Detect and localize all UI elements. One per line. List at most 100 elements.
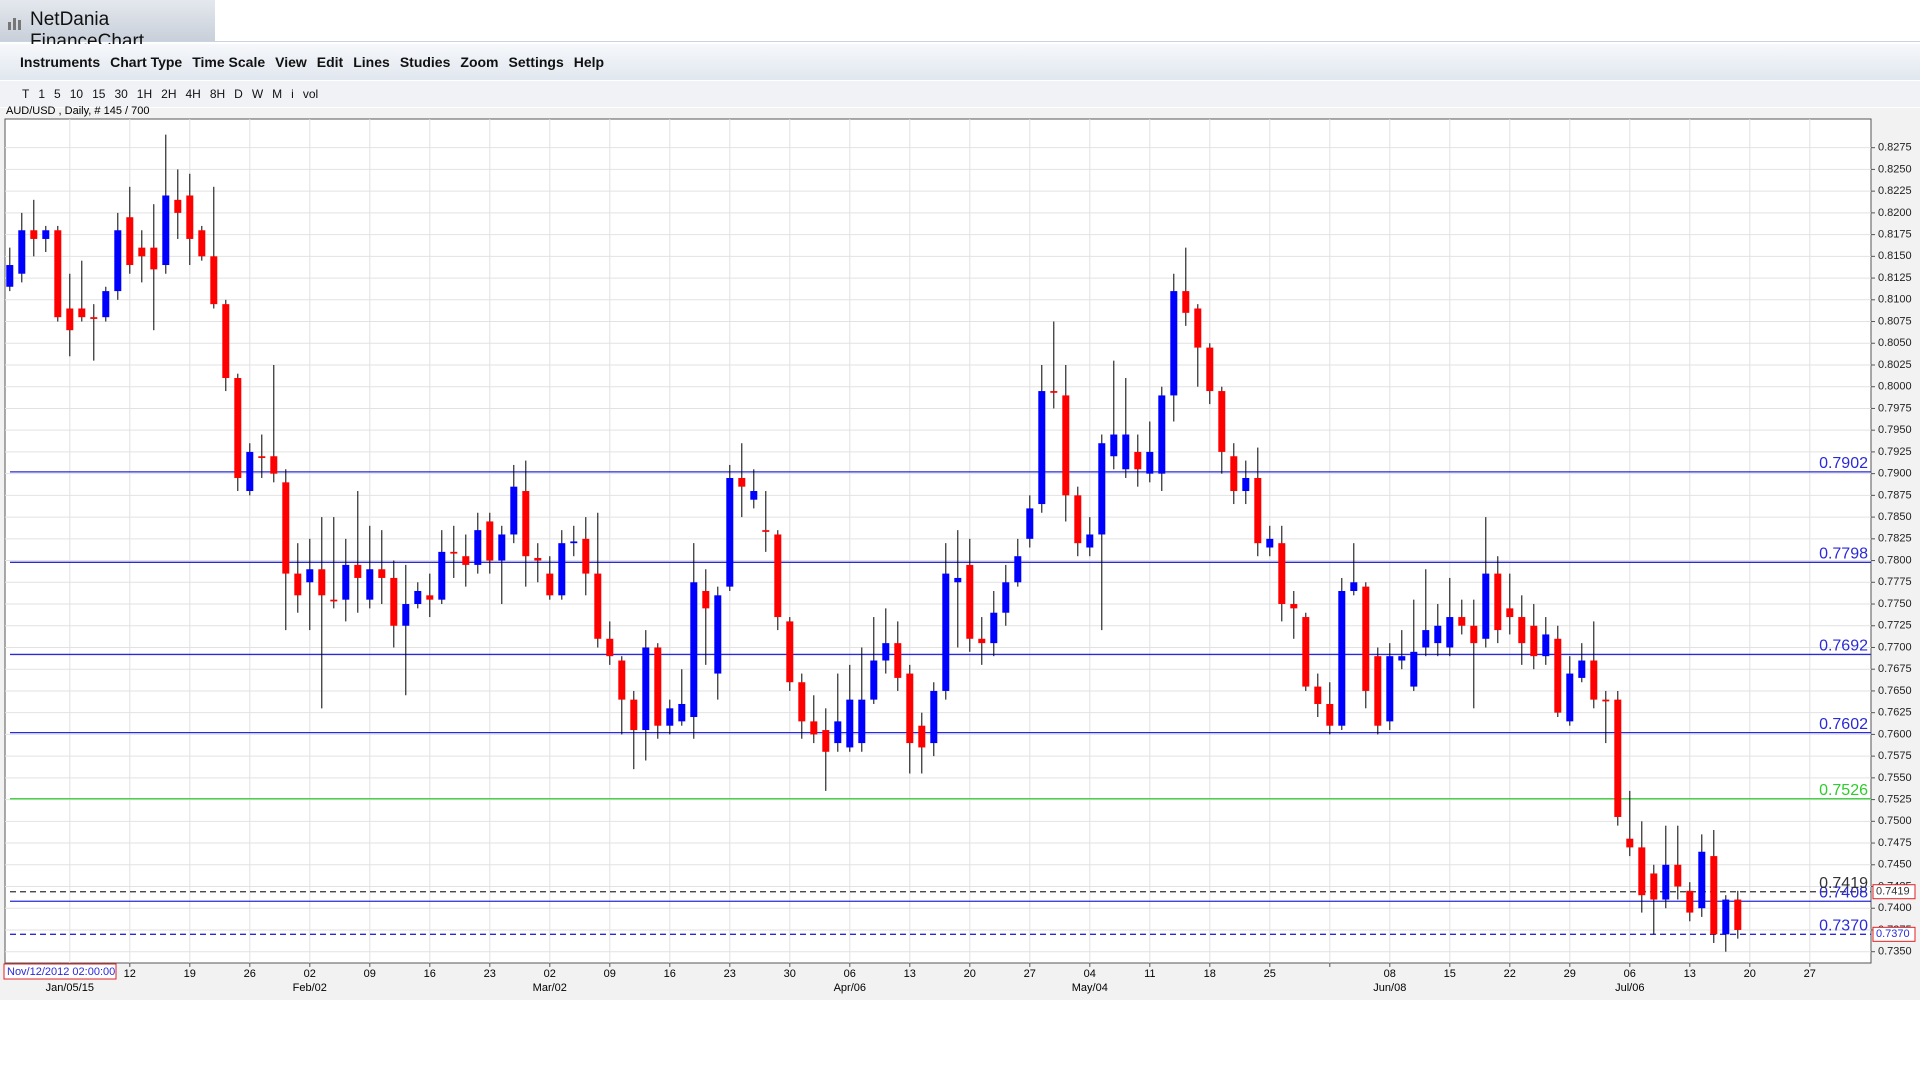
candle-body [1218, 391, 1226, 452]
y-tick-label: 0.7750 [1878, 598, 1912, 610]
x-tick-label: 23 [484, 968, 496, 980]
candle-body [306, 569, 314, 583]
menu-item[interactable]: Help [573, 54, 605, 70]
candle-body [1578, 660, 1586, 678]
menu-item[interactable]: Chart Type [110, 54, 183, 70]
candle-body [690, 582, 698, 718]
candle-body [294, 573, 302, 596]
y-tick-label: 0.7500 [1878, 815, 1912, 827]
candle-body [1350, 582, 1358, 591]
month-label: May/04 [1072, 982, 1108, 994]
candle-body [270, 456, 278, 474]
candle-body [426, 595, 434, 600]
x-tick-label: 16 [424, 968, 436, 980]
candle-body [498, 534, 506, 561]
candle-body [678, 703, 686, 722]
candle-body [90, 317, 98, 319]
toolbar-button[interactable]: M [272, 87, 283, 101]
y-tick-label: 0.8175 [1878, 229, 1912, 241]
candle-body [1122, 434, 1130, 470]
menu-item[interactable]: View [275, 54, 307, 70]
axis-price-box [1872, 884, 1916, 900]
menu-item[interactable]: Settings [508, 54, 564, 70]
toolbar-button[interactable]: 30 [114, 87, 128, 101]
x-tick-label: 08 [1384, 968, 1396, 980]
candle-body [1698, 851, 1706, 909]
candle-body [1434, 625, 1442, 644]
x-tick-label: 19 [184, 968, 196, 980]
y-tick-label: 0.7450 [1878, 859, 1912, 871]
candle-body [450, 551, 458, 554]
menu-item[interactable]: Lines [353, 54, 390, 70]
toolbar-button[interactable]: D [234, 87, 243, 101]
candle-body [390, 577, 398, 626]
candle-body [654, 647, 662, 726]
candle-body [1170, 291, 1178, 396]
y-tick-label: 0.7550 [1878, 772, 1912, 784]
toolbar-button[interactable]: T [22, 87, 30, 101]
menu-item[interactable]: Instruments [20, 54, 101, 70]
candle-body [606, 638, 614, 657]
candle-body [1566, 673, 1574, 722]
x-tick-label: 06 [1624, 968, 1636, 980]
candle-body [522, 491, 530, 557]
candle-body [1314, 686, 1322, 704]
month-label: Feb/02 [293, 982, 327, 994]
month-label: Apr/06 [834, 982, 866, 994]
toolbar-button[interactable]: 5 [54, 87, 61, 101]
menu-item[interactable]: Time Scale [192, 54, 266, 70]
plot-area [4, 118, 1872, 964]
y-tick-label: 0.7625 [1878, 707, 1912, 719]
y-tick-label: 0.8200 [1878, 207, 1912, 219]
x-tick-label: 02 [544, 968, 556, 980]
candle-body [1602, 699, 1610, 702]
toolbar-button[interactable]: W [251, 87, 264, 101]
toolbar-button[interactable]: vol [302, 87, 319, 101]
toolbar-button[interactable]: 4H [185, 87, 201, 101]
y-tick-label: 0.7600 [1878, 728, 1912, 740]
candle-body [1650, 873, 1658, 900]
y-tick-label: 0.8050 [1878, 337, 1912, 349]
y-tick-label: 0.8075 [1878, 315, 1912, 327]
candle-body [1038, 391, 1046, 505]
y-tick-label: 0.7775 [1878, 576, 1912, 588]
menu-item[interactable]: Edit [316, 54, 344, 70]
x-tick-label: 13 [904, 968, 916, 980]
candle-body [102, 291, 110, 318]
candle-body [366, 569, 374, 600]
candle-body [666, 708, 674, 726]
candle-body [1638, 847, 1646, 896]
candle-body [810, 721, 818, 735]
x-tick-label: 25 [1264, 968, 1276, 980]
menu-item[interactable]: Zoom [460, 54, 499, 70]
toolbar-button[interactable]: 1 [38, 87, 46, 101]
candle-body [834, 721, 842, 744]
candle-body [462, 556, 470, 565]
candle-body [738, 477, 746, 487]
toolbar-button[interactable]: 10 [69, 87, 84, 101]
toolbar-button[interactable]: 2H [161, 87, 177, 101]
y-tick-label: 0.7850 [1878, 511, 1912, 523]
toolbar-button[interactable]: i [291, 87, 294, 101]
y-tick-label: 0.7875 [1878, 489, 1912, 501]
price-level-label: 0.7419 [1819, 875, 1868, 892]
y-tick-label: 0.7675 [1878, 663, 1912, 675]
candle-body [1674, 864, 1682, 887]
y-tick-label: 0.7375 [1878, 924, 1912, 936]
y-tick-label: 0.7425 [1878, 880, 1912, 892]
candle-body [1722, 899, 1730, 935]
candle-body [438, 551, 446, 600]
candle-body [210, 256, 218, 305]
price-level-label: 0.7602 [1819, 716, 1868, 733]
candle-body [246, 451, 254, 492]
toolbar-button[interactable]: 8H [209, 87, 226, 101]
candle-body [822, 730, 830, 752]
menu-item[interactable]: Studies [399, 54, 451, 70]
candle-body [1482, 573, 1490, 639]
window-tab[interactable]: NetDania FinanceChart [0, 0, 215, 52]
candle-body [1182, 291, 1190, 313]
toolbar-button[interactable]: 1H [136, 87, 153, 101]
axis-price-box [1872, 926, 1916, 942]
toolbar-button[interactable]: 15 [92, 87, 106, 101]
candle-body [1446, 617, 1454, 648]
